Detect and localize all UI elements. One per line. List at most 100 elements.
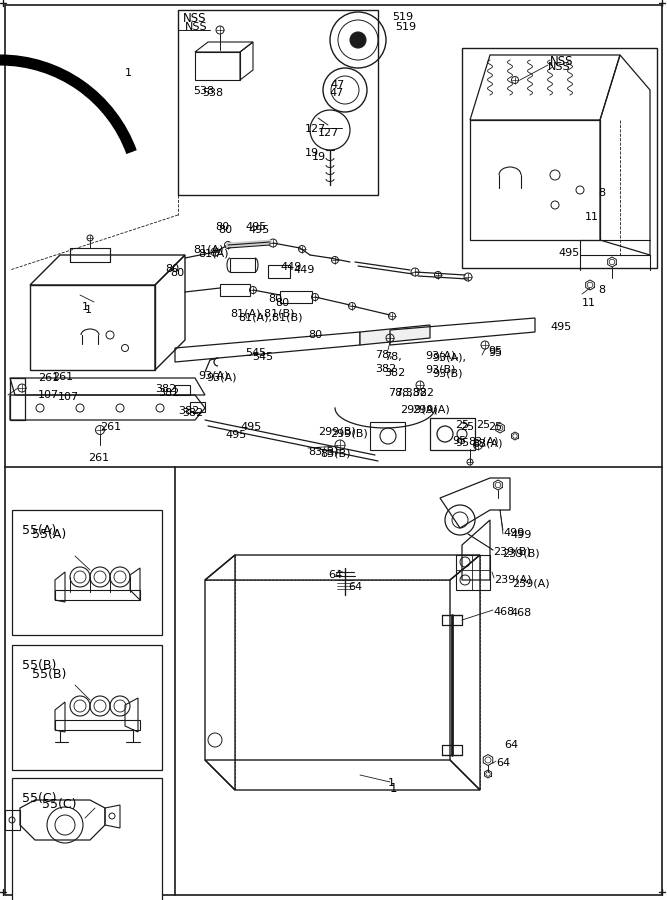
Text: 81(A): 81(A) — [193, 244, 223, 254]
Text: 78,382: 78,382 — [388, 388, 427, 398]
Text: 519: 519 — [392, 12, 413, 22]
Text: NSS: NSS — [550, 55, 574, 68]
Text: 1: 1 — [125, 68, 132, 78]
Text: 299(A): 299(A) — [400, 405, 438, 415]
Text: 1: 1 — [82, 302, 89, 312]
Bar — [12, 645, 162, 770]
Text: 47: 47 — [330, 80, 344, 90]
Text: 25: 25 — [455, 420, 469, 430]
Text: 382: 382 — [182, 408, 203, 418]
Text: 449: 449 — [293, 265, 314, 275]
Text: 55(A): 55(A) — [22, 524, 56, 537]
Text: 25: 25 — [476, 420, 490, 430]
Text: 55(B): 55(B) — [32, 668, 67, 681]
Text: 239(B): 239(B) — [493, 546, 531, 556]
Text: 107: 107 — [58, 392, 79, 402]
Text: 261: 261 — [52, 372, 73, 382]
Text: 55(C): 55(C) — [42, 798, 77, 811]
Bar — [462, 48, 657, 268]
Text: 64: 64 — [328, 570, 342, 580]
Bar — [430, 418, 475, 450]
Text: 93(A): 93(A) — [198, 370, 229, 380]
Text: 468: 468 — [510, 608, 531, 618]
Polygon shape — [360, 325, 430, 345]
Text: 299(B): 299(B) — [330, 428, 368, 438]
Text: 382: 382 — [384, 368, 406, 378]
Text: 64: 64 — [504, 740, 518, 750]
Text: 80: 80 — [165, 264, 179, 274]
Text: 1: 1 — [388, 778, 395, 788]
Text: 1: 1 — [390, 782, 398, 795]
Text: 25: 25 — [488, 422, 502, 432]
Text: 538: 538 — [202, 88, 223, 98]
Text: 78,: 78, — [384, 352, 402, 362]
Text: 55(A): 55(A) — [32, 528, 66, 541]
Text: 261: 261 — [100, 422, 121, 432]
Text: 95: 95 — [452, 436, 466, 446]
Text: 495: 495 — [225, 430, 246, 440]
Text: 78,: 78, — [375, 350, 393, 360]
Text: 299(B): 299(B) — [318, 427, 356, 437]
Text: 8: 8 — [598, 285, 605, 295]
Text: 239(A): 239(A) — [494, 575, 532, 585]
Text: NSS: NSS — [548, 62, 571, 72]
Text: 47: 47 — [329, 88, 344, 98]
Bar — [178, 10, 378, 195]
Text: 83(B): 83(B) — [308, 446, 338, 456]
Text: 261: 261 — [38, 373, 59, 383]
Text: 83(A): 83(A) — [472, 438, 502, 448]
Text: 499: 499 — [510, 530, 532, 540]
Text: 95: 95 — [488, 348, 502, 358]
Text: 64: 64 — [348, 582, 362, 592]
Text: 95: 95 — [488, 346, 502, 356]
Text: 81(A): 81(A) — [198, 248, 229, 258]
Text: 382: 382 — [178, 406, 199, 416]
Text: 538: 538 — [193, 86, 214, 96]
Text: 93(B): 93(B) — [432, 368, 462, 378]
Text: NSS: NSS — [183, 12, 207, 25]
Text: 299(A): 299(A) — [412, 405, 450, 415]
Text: 81(A),81(B): 81(A),81(B) — [238, 312, 303, 322]
Text: 83(B): 83(B) — [320, 448, 350, 458]
Text: 239(B): 239(B) — [502, 548, 540, 558]
Text: 545: 545 — [252, 352, 273, 362]
Text: 449: 449 — [280, 262, 301, 272]
Text: 80: 80 — [170, 268, 184, 278]
Text: 499: 499 — [503, 528, 524, 538]
Text: 80: 80 — [275, 298, 289, 308]
Text: 382: 382 — [155, 384, 176, 394]
Text: 11: 11 — [582, 298, 596, 308]
Text: 93(A): 93(A) — [206, 372, 237, 382]
Text: 127: 127 — [318, 128, 340, 138]
Text: 19: 19 — [305, 148, 319, 158]
Text: 107: 107 — [38, 390, 59, 400]
Text: 495: 495 — [550, 322, 571, 332]
Bar — [12, 778, 162, 900]
Text: 80: 80 — [215, 222, 229, 232]
Text: 545: 545 — [245, 348, 266, 358]
Text: 495: 495 — [245, 222, 266, 232]
Text: 382: 382 — [375, 364, 396, 374]
Text: 80: 80 — [308, 330, 322, 340]
Text: 78,382: 78,382 — [395, 388, 434, 398]
Text: 55(C): 55(C) — [22, 792, 57, 805]
Text: NSS: NSS — [185, 22, 207, 32]
Text: 93(A),: 93(A), — [425, 350, 459, 360]
Text: 8: 8 — [598, 188, 605, 198]
Text: 495: 495 — [248, 225, 269, 235]
Bar — [370, 422, 405, 450]
Text: 127: 127 — [305, 124, 326, 134]
Text: 495: 495 — [558, 248, 579, 258]
Text: 11: 11 — [585, 212, 599, 222]
Text: 25: 25 — [460, 422, 474, 432]
Text: 93(B): 93(B) — [425, 364, 456, 374]
Text: 382: 382 — [158, 388, 179, 398]
Text: 95: 95 — [455, 438, 469, 448]
Text: 468: 468 — [493, 607, 514, 617]
Text: 80: 80 — [268, 294, 282, 304]
Text: 1: 1 — [85, 305, 92, 315]
Text: 64: 64 — [496, 758, 510, 768]
Text: 519: 519 — [395, 22, 416, 32]
Text: 261: 261 — [88, 453, 109, 463]
Text: 83(A): 83(A) — [468, 436, 498, 446]
